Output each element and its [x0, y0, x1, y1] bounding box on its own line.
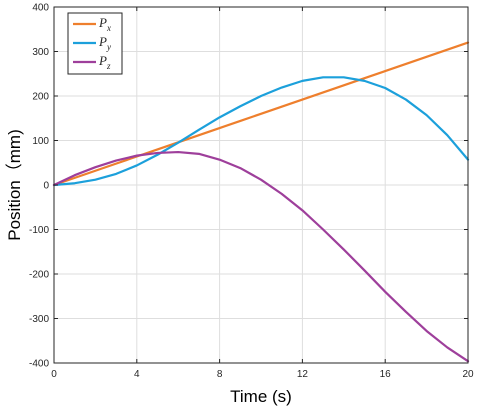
legend-label-pz: Pz — [98, 53, 111, 71]
x-tick-label: 12 — [297, 369, 309, 380]
legend-label-main: P — [98, 34, 107, 49]
y-tick-label: 200 — [32, 92, 49, 103]
x-axis-title: Time (s) — [230, 387, 292, 406]
y-tick-label: -300 — [29, 314, 49, 325]
x-tick-label: 8 — [217, 369, 223, 380]
grid — [54, 7, 468, 363]
legend-label-subscript: y — [106, 42, 111, 52]
legend-label-subscript: x — [106, 23, 111, 33]
ticks: 0 4 8 12 16 20 -400 -300 -200 -100 0 100 200 300 400 — [29, 3, 474, 381]
legend-label-main: P — [98, 53, 107, 68]
series-lines — [52, 41, 470, 363]
series-line-pz — [52, 150, 470, 363]
legend-label-subscript: z — [106, 61, 111, 71]
legend-label-py: Py — [98, 34, 111, 52]
x-tick-label: 4 — [134, 369, 140, 380]
x-tick-label: 0 — [51, 369, 57, 380]
y-tick-label: 300 — [32, 47, 49, 58]
y-tick-label: 100 — [32, 136, 49, 147]
y-tick-label: 400 — [32, 3, 49, 14]
y-tick-label: -100 — [29, 225, 49, 236]
x-tick-label: 16 — [380, 369, 392, 380]
y-tick-label: 0 — [43, 181, 49, 192]
x-tick-label: 20 — [462, 369, 474, 380]
legend-label-main: P — [98, 15, 107, 30]
y-axis-title: Position（mm) — [5, 129, 24, 240]
series-line-px — [52, 41, 470, 187]
legend-label-px: Px — [98, 15, 111, 33]
y-tick-label: -200 — [29, 270, 49, 281]
y-tick-label: -400 — [29, 359, 49, 370]
series-line-py — [52, 76, 470, 187]
